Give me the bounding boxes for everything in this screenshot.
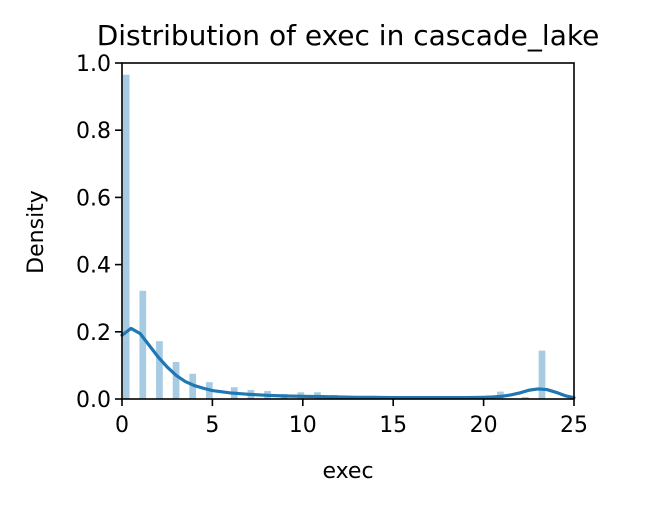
x-tick-label: 15 [379, 413, 407, 438]
x-tick-label: 20 [470, 413, 498, 438]
chart-title: Distribution of exec in cascade_lake [97, 19, 600, 52]
y-tick-label: 0.0 [76, 388, 111, 413]
histogram-bars [122, 74, 546, 399]
x-axis-label: exec [322, 459, 373, 484]
y-tick-label: 0.2 [76, 321, 111, 346]
histogram-bar [172, 362, 180, 399]
histogram-bar [522, 396, 529, 399]
histogram-bar [156, 341, 163, 399]
y-tick-label: 0.6 [76, 186, 111, 211]
plot-frame [121, 62, 575, 400]
x-axis: 0 5 10 15 20 25 [115, 399, 588, 438]
x-tick-label: 0 [115, 413, 129, 438]
x-tick-label: 10 [289, 413, 317, 438]
y-axis-label: Density [24, 190, 49, 274]
y-axis: 0.0 0.2 0.4 0.6 0.8 1.0 [76, 52, 122, 413]
histogram-bar [538, 350, 546, 399]
y-tick-label: 0.8 [76, 119, 111, 144]
x-tick-label: 25 [560, 413, 588, 438]
y-tick-label: 1.0 [76, 52, 111, 77]
y-tick-label: 0.4 [76, 254, 111, 279]
histogram-bar [122, 74, 130, 399]
x-tick-label: 5 [205, 413, 219, 438]
kde-line [120, 326, 576, 400]
histogram-bar [139, 290, 147, 399]
